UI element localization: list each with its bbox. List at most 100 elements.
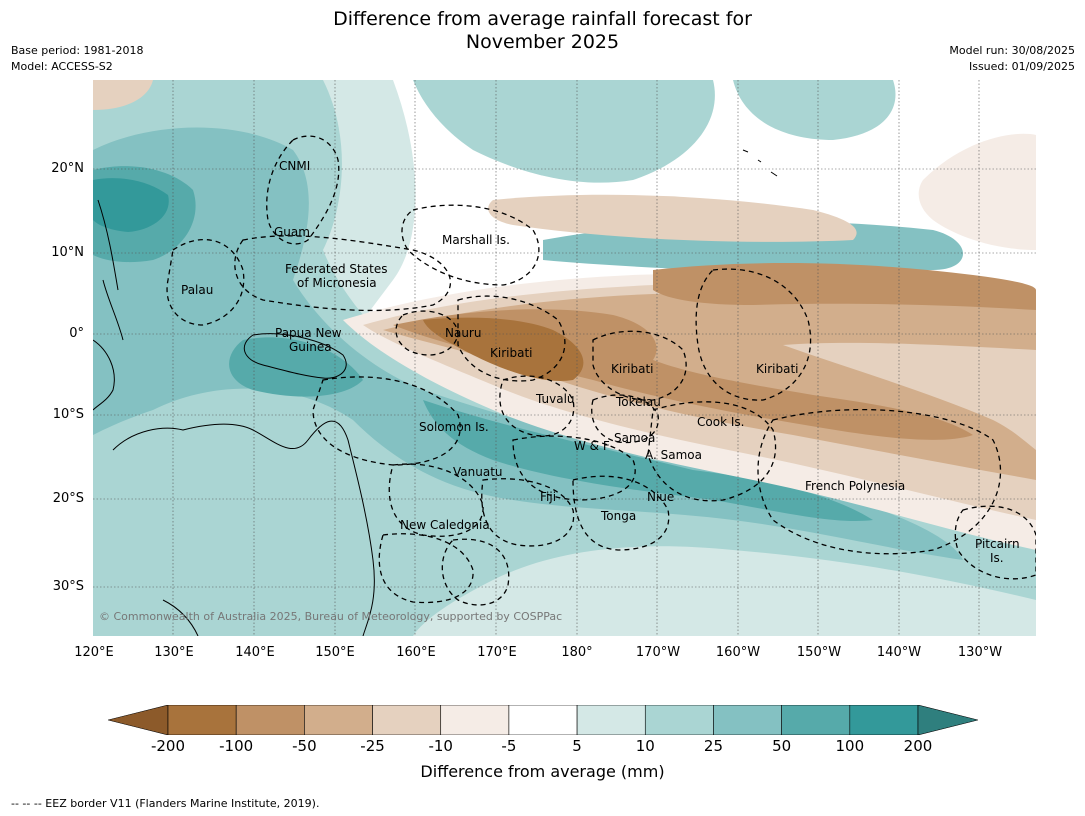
lat-label-20s: 20°S xyxy=(52,491,84,506)
colorbar-tick-label: 50 xyxy=(772,737,792,755)
lat-label-0: 0° xyxy=(69,326,84,341)
label-guam: Guam xyxy=(274,225,310,239)
lat-label-10n: 10°N xyxy=(51,245,84,260)
colorbar-swatch xyxy=(304,705,373,735)
title-line-1: Difference from average rainfall forecas… xyxy=(333,8,752,30)
colorbar-tick-label: 200 xyxy=(903,737,933,755)
label-tuvalu: Tuvalu xyxy=(536,392,575,406)
lon-label-150e: 150°E xyxy=(315,645,355,660)
colorbar-swatch xyxy=(849,705,919,735)
label-tokelau: Tokelau xyxy=(616,395,661,409)
lon-label-170e: 170°E xyxy=(477,645,517,660)
label-kiribati-west: Kiribati xyxy=(490,346,533,360)
brown-nw-corner xyxy=(93,80,153,110)
label-fsm-line2: of Micronesia xyxy=(297,276,377,290)
eez-marshall xyxy=(401,204,540,286)
label-pitcairn-line2: Is. xyxy=(990,551,1004,565)
eez-kiribati-c xyxy=(592,330,687,401)
colorbar-swatch xyxy=(167,705,237,735)
label-fsm-line1: Federated States xyxy=(285,262,388,276)
label-cook: Cook Is. xyxy=(697,415,745,429)
eez-pitcairn xyxy=(954,505,1036,580)
eez-tokelau xyxy=(591,394,659,444)
eez-nauru xyxy=(395,310,459,356)
colorbar-tick-label: -100 xyxy=(219,737,254,755)
label-niue: Niue xyxy=(647,490,675,504)
eez-kiribati-e xyxy=(695,268,812,401)
label-french-polynesia: French Polynesia xyxy=(805,479,906,493)
colorbar-tick-label: 100 xyxy=(835,737,865,755)
lat-label-30s: 30°S xyxy=(52,579,84,594)
brown-ne xyxy=(918,133,1036,250)
nz-coast xyxy=(162,599,199,636)
colorbar-arrow-low xyxy=(108,705,169,735)
colorbar-swatch xyxy=(440,705,510,735)
colorbar-label: Difference from average (mm) xyxy=(420,762,665,781)
eez-niue-tonga xyxy=(572,475,670,551)
model-name: Model: ACCESS-S2 xyxy=(11,60,113,73)
eez-cnmi-guam xyxy=(266,135,340,245)
brown-north-band xyxy=(653,263,1036,310)
colorbar-swatch xyxy=(713,705,782,735)
label-kiribati-east: Kiribati xyxy=(756,362,799,376)
colorbar-tick-label: 5 xyxy=(572,737,582,755)
lon-label-160e: 160°E xyxy=(396,645,436,660)
label-pitcairn-line1: Pitcairn xyxy=(975,537,1020,551)
map-title: Difference from average rainfall forecas… xyxy=(0,8,1085,54)
label-png-line2: Guinea xyxy=(289,340,332,354)
label-american-samoa: A. Samoa xyxy=(645,448,702,462)
teal-west-core xyxy=(93,178,169,232)
rainfall-map xyxy=(93,80,1036,636)
colorbar-tick-label: 10 xyxy=(635,737,655,755)
colorbar xyxy=(108,705,978,735)
meta-left: Base period: 1981-2018 Model: ACCESS-S2 xyxy=(11,43,143,75)
borneo-coast xyxy=(93,339,115,411)
colorbar-swatch xyxy=(372,705,442,735)
colorbar-tick-label: -200 xyxy=(150,737,186,755)
lat-label-20n: 20°N xyxy=(51,161,84,176)
label-fiji: Fiji xyxy=(540,490,557,504)
eez-cook xyxy=(647,401,777,502)
teal-png xyxy=(229,337,363,397)
eez-fsm xyxy=(234,235,451,312)
png-coast xyxy=(243,333,347,379)
lon-label-180: 180° xyxy=(561,645,593,660)
label-tonga: Tonga xyxy=(601,509,637,523)
eez-legend-note: -- -- -- EEZ border V11 (Flanders Marine… xyxy=(11,797,320,810)
eez-borders xyxy=(166,135,1036,606)
colorbar-tick-label: -10 xyxy=(428,737,453,755)
label-kiribati-central: Kiribati xyxy=(611,362,654,376)
base-period: Base period: 1981-2018 xyxy=(11,44,144,57)
teal-north-1 xyxy=(413,80,715,183)
colorbar-swatch xyxy=(508,705,578,735)
graticule xyxy=(93,80,1036,636)
label-vanuatu: Vanuatu xyxy=(453,465,503,479)
lat-label-10s: 10°S xyxy=(52,407,84,422)
meta-right: Model run: 30/08/2025 Issued: 01/09/2025 xyxy=(949,43,1075,75)
hawaii-islands xyxy=(742,149,778,177)
colorbar-swatch xyxy=(576,705,646,735)
title-line-2: November 2025 xyxy=(465,31,620,53)
colorbar-tick-label: -50 xyxy=(292,737,317,755)
colorbar-swatch xyxy=(644,705,714,735)
colorbar-tick-label: 25 xyxy=(703,737,723,755)
colorbar-swatches xyxy=(108,705,978,735)
eez-newcal xyxy=(378,533,474,604)
copyright-text: © Commonwealth of Australia 2025, Bureau… xyxy=(99,610,563,623)
colorbar-swatch xyxy=(235,705,305,735)
label-cnmi: CNMI xyxy=(279,159,311,173)
eez-kiribati-w xyxy=(457,295,566,382)
label-png-line1: Papua New xyxy=(275,326,342,340)
lon-label-140e: 140°E xyxy=(235,645,275,660)
brown-core xyxy=(423,317,584,381)
lon-label-120e: 120°E xyxy=(74,645,114,660)
label-marshall: Marshall Is. xyxy=(442,233,510,247)
label-palau: Palau xyxy=(181,283,214,297)
australia-coast xyxy=(112,420,375,636)
colorbar-swatch xyxy=(781,705,851,735)
philippines-coast xyxy=(97,199,124,341)
issued-date: Issued: 01/09/2025 xyxy=(968,60,1075,73)
lon-label-140w: 140°W xyxy=(876,645,922,660)
brown-subtrop-n xyxy=(488,194,857,242)
eez-samoa-wf xyxy=(512,435,636,501)
